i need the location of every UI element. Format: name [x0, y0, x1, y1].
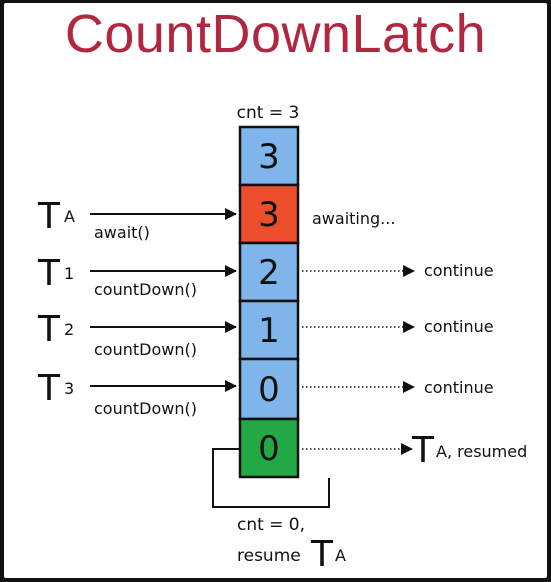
thread-a-subscript: A: [64, 207, 75, 226]
latch-cell-0-value: 3: [258, 137, 280, 177]
thread-1-label: T: [37, 253, 61, 294]
thread-2: T 2 countDown(): [37, 309, 237, 359]
resume-bracket: [212, 448, 330, 508]
thread-1: T 1 countDown(): [37, 253, 237, 299]
thread-3: T 3 countDown(): [37, 368, 237, 418]
latch-cell-2: [238, 241, 300, 303]
resumed-thread-label: T: [411, 430, 435, 471]
continue-status-1: continue: [424, 261, 494, 280]
latch-cell-5: [238, 417, 300, 479]
resume-thread-label: T: [310, 534, 334, 575]
thread-2-method: countDown(): [94, 340, 197, 359]
latch-cell-4: [238, 357, 300, 421]
latch-cell-1: [238, 183, 300, 245]
thread-1-method: countDown(): [94, 280, 197, 299]
latch-cell-3-value: 1: [258, 311, 280, 351]
thread-3-label: T: [37, 368, 61, 409]
latch-cell-5-value: 0: [258, 429, 280, 469]
thread-2-label: T: [37, 309, 61, 350]
latch-column: 3 3 2 1 0 0: [238, 125, 300, 479]
continue-status-3: continue: [424, 378, 494, 397]
latch-cell-4-value: 0: [258, 370, 280, 410]
thread-3-subscript: 3: [64, 379, 74, 398]
continue-status-2: continue: [424, 317, 494, 336]
resume-thread-subscript: A: [335, 546, 346, 565]
thread-a-label: T: [37, 196, 61, 237]
awaiting-status: awaiting...: [312, 209, 395, 228]
thread-1-subscript: 1: [64, 264, 74, 283]
thread-a-method: await(): [94, 223, 150, 242]
thread-3-method: countDown(): [94, 399, 197, 418]
final-counter-label: cnt = 0,: [237, 515, 305, 535]
top-counter-label: cnt = 3: [237, 103, 300, 123]
resume-label: resume: [237, 546, 301, 566]
latch-cell-1-value: 3: [258, 195, 280, 235]
diagram-title: CountDownLatch: [64, 4, 487, 64]
thread-a: T A await(): [37, 196, 237, 242]
resumed-status: A, resumed: [436, 442, 527, 461]
latch-cell-2-value: 2: [258, 253, 280, 293]
thread-2-subscript: 2: [64, 320, 74, 339]
